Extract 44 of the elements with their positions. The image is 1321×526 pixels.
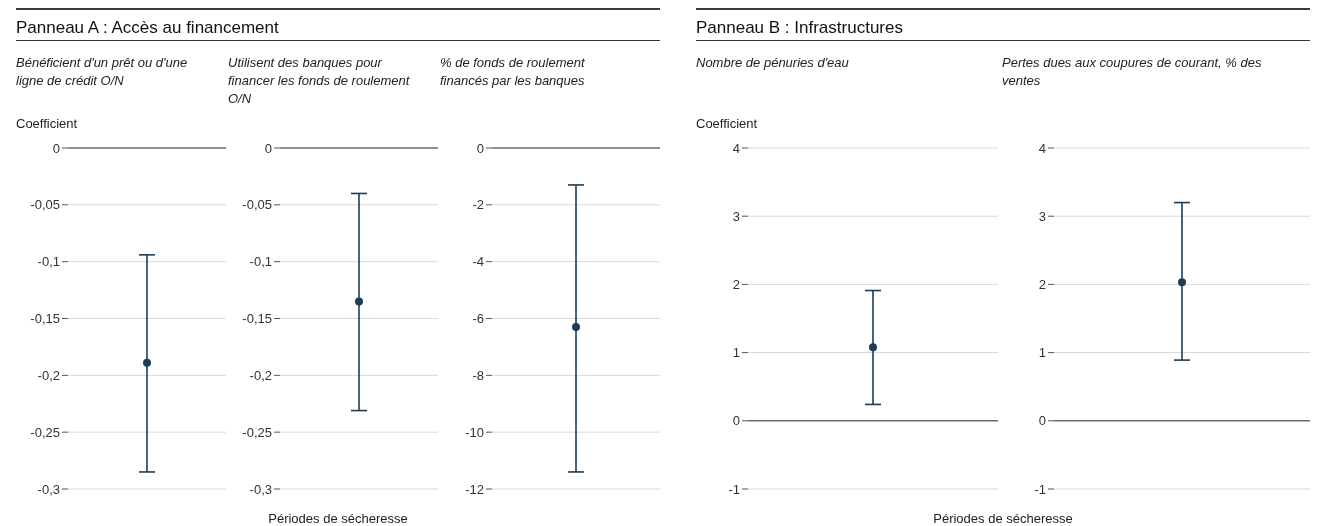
y-tick-label: -1 — [728, 481, 740, 497]
y-tick-label: -2 — [472, 197, 484, 213]
y-tick-label: 2 — [1038, 277, 1046, 293]
y-tick-label: -0,15 — [30, 311, 60, 327]
y-tick-label: 2 — [732, 277, 740, 293]
y-tick-label: 1 — [1038, 345, 1046, 361]
x-axis-title: Périodes de sécheresse — [267, 511, 409, 526]
y-tick-label: -0,3 — [37, 481, 60, 497]
y-axis-title: Coefficient — [696, 116, 758, 131]
y-tick-label: -10 — [465, 424, 484, 440]
y-tick-label: -0,05 — [30, 197, 60, 213]
chart-subtitle: Nombre de pénuries d'eau — [696, 54, 850, 72]
chart-subtitle: Utilisent des banques pour financer les fonds de roulement O/N — [228, 54, 410, 108]
y-tick-label: -6 — [472, 311, 484, 327]
chart-subtitle: Bénéficient d'un prêt ou d'une ligne de crédit O/N — [16, 54, 189, 90]
y-tick-label: -1 — [1034, 481, 1046, 497]
y-tick-label: 0 — [264, 140, 272, 156]
y-tick-label: 0 — [476, 140, 484, 156]
y-tick-label: 3 — [1038, 208, 1046, 224]
x-axis-title: Périodes de sécheresse — [932, 511, 1074, 526]
y-tick-label: 4 — [732, 140, 740, 156]
y-tick-label: -0,1 — [37, 254, 60, 270]
y-tick-label: -4 — [472, 254, 484, 270]
y-tick-label: -0,15 — [242, 311, 272, 327]
y-tick-label: -0,2 — [249, 367, 272, 383]
y-tick-label: 3 — [732, 208, 740, 224]
y-tick-label: 4 — [1038, 140, 1046, 156]
y-tick-label: -0,25 — [30, 424, 60, 440]
y-tick-label: 1 — [732, 345, 740, 361]
chart-subtitle: Pertes dues aux coupures de courant, % des ventes — [1002, 54, 1263, 90]
y-tick-label: -0,25 — [242, 424, 272, 440]
chart-title: Panneau B : Infrastructures — [696, 18, 1310, 41]
y-tick-label: -0,1 — [249, 254, 272, 270]
y-tick-label: -0,05 — [242, 197, 272, 213]
y-tick-label: -0,3 — [249, 481, 272, 497]
y-tick-label: -8 — [472, 367, 484, 383]
chart-subtitle: % de fonds de roulement financés par les banques — [440, 54, 586, 90]
y-tick-label: -0,2 — [37, 367, 60, 383]
y-tick-label: 0 — [52, 140, 60, 156]
y-tick-label: -12 — [465, 481, 484, 497]
y-axis-title: Coefficient — [16, 116, 78, 131]
y-tick-label: 0 — [1038, 413, 1046, 429]
y-tick-label: 0 — [732, 413, 740, 429]
chart-title: Panneau A : Accès au financement — [16, 18, 660, 41]
